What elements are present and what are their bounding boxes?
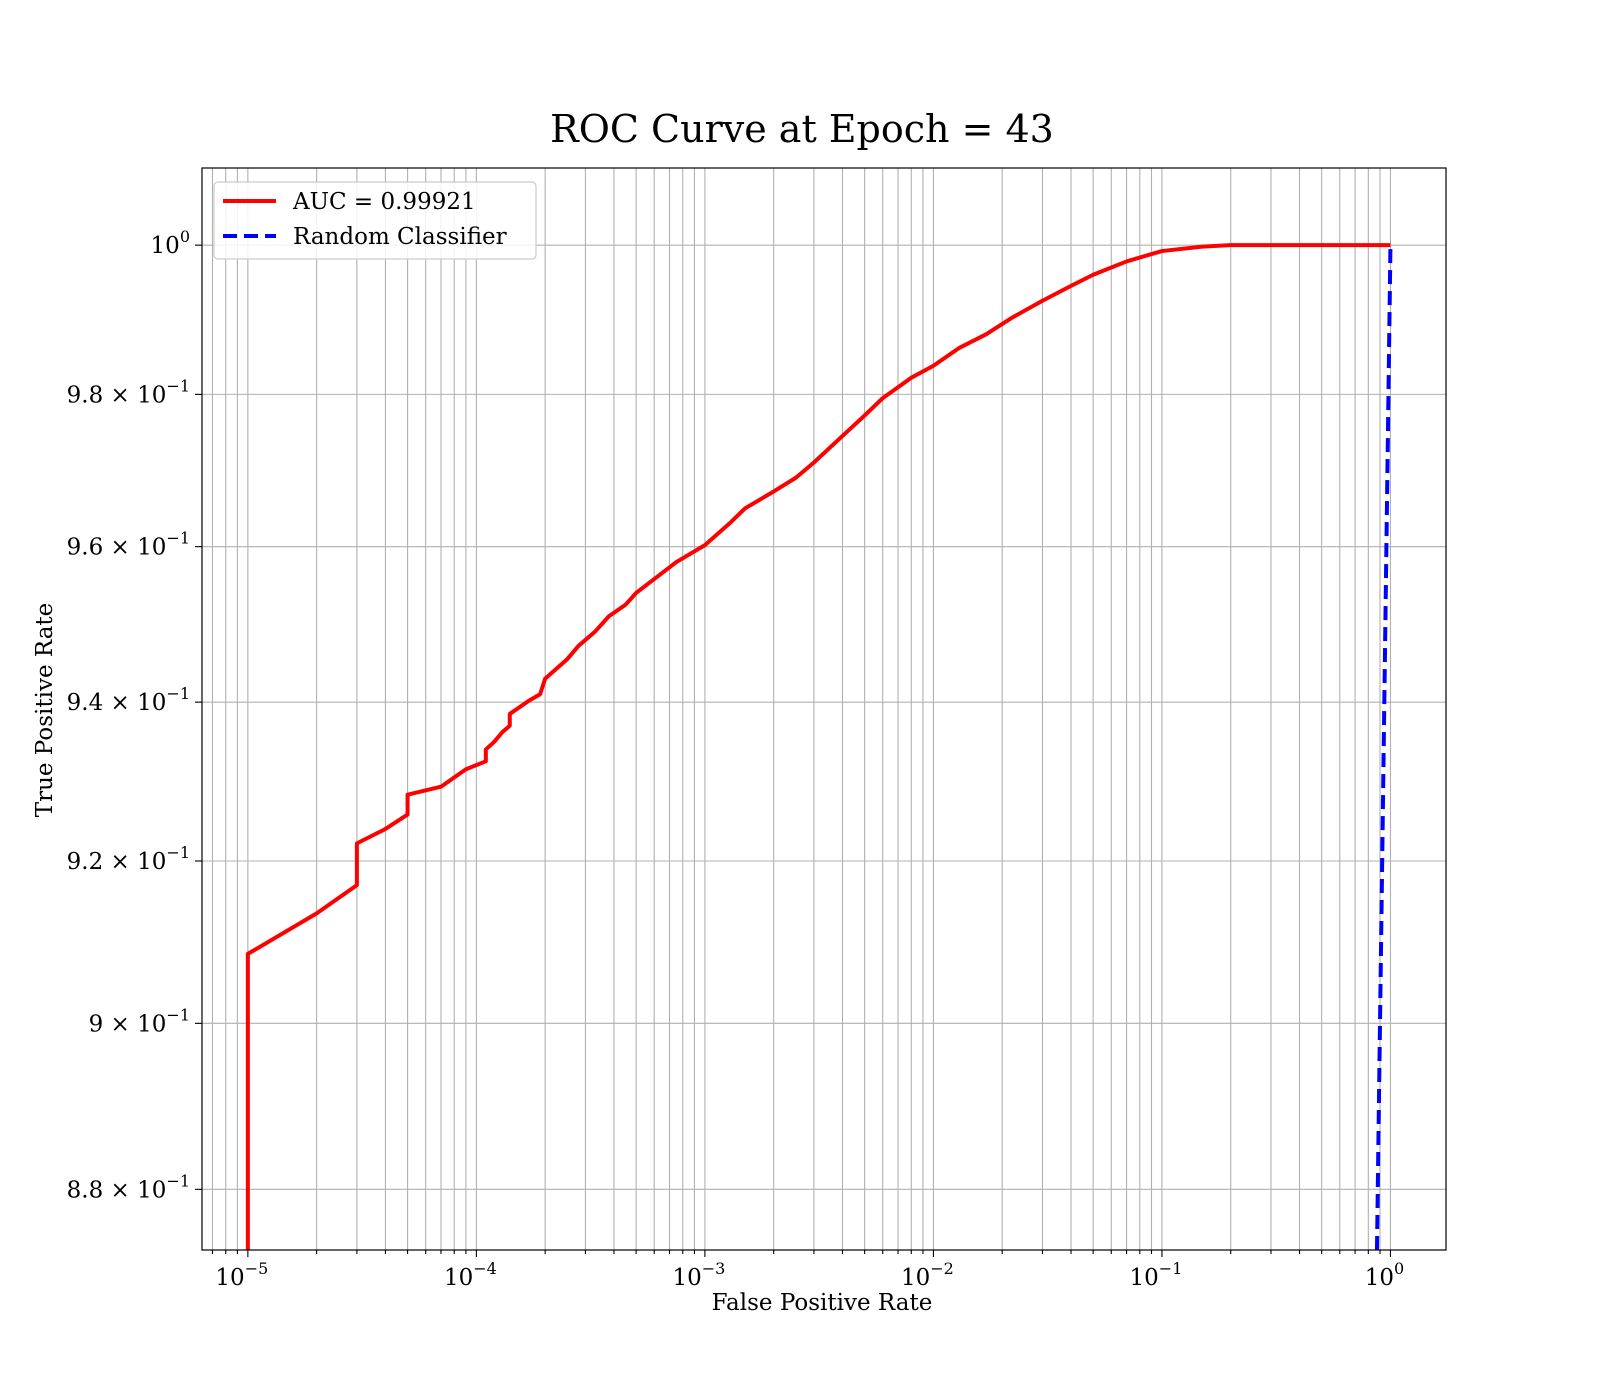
y-tick-label: 100 — [151, 227, 190, 259]
legend-frame — [213, 181, 537, 260]
y-axis-ticks: 8.8 × 10−1 9 × 10−1 9.2 × 10−1 9.4 × 10−1 9.… — [67, 227, 202, 1203]
y-tick-label: 9.4 × 10−1 — [67, 684, 190, 716]
series-layer — [245, 243, 1393, 1250]
x-tick-label: 10−5 — [215, 1259, 268, 1291]
y-tick-label: 9.2 × 10−1 — [67, 843, 190, 875]
x-tick-label: 10−1 — [1130, 1259, 1183, 1291]
x-tick-label: 100 — [1365, 1259, 1404, 1291]
x-axis-ticks: 10−5 10−4 10−3 10−2 10−1 100 — [211, 1250, 1404, 1291]
x-axis-label: False Positive Rate — [712, 1290, 933, 1316]
legend-label-auc: AUC = 0.99921 — [292, 189, 476, 215]
x-tick-label: 10−2 — [901, 1259, 954, 1291]
y-axis-label: True Positive Rate — [32, 603, 58, 818]
y-tick-label: 8.8 × 10−1 — [67, 1171, 190, 1203]
random-classifier-line — [1374, 245, 1393, 1250]
y-tick-label: 9 × 10−1 — [89, 1005, 190, 1037]
chart-title: ROC Curve at Epoch = 43 — [550, 107, 1054, 151]
legend: AUC = 0.99921 Random Classifier — [213, 181, 537, 260]
grid-lines — [202, 168, 1446, 1250]
x-tick-label: 10−3 — [672, 1259, 725, 1291]
legend-label-random: Random Classifier — [293, 224, 507, 250]
roc-curve-line — [245, 243, 1391, 1250]
y-tick-label: 9.6 × 10−1 — [67, 529, 190, 561]
x-tick-label: 10−4 — [444, 1259, 497, 1291]
y-tick-label: 9.8 × 10−1 — [67, 376, 190, 408]
plot-frame — [201, 167, 1447, 1251]
